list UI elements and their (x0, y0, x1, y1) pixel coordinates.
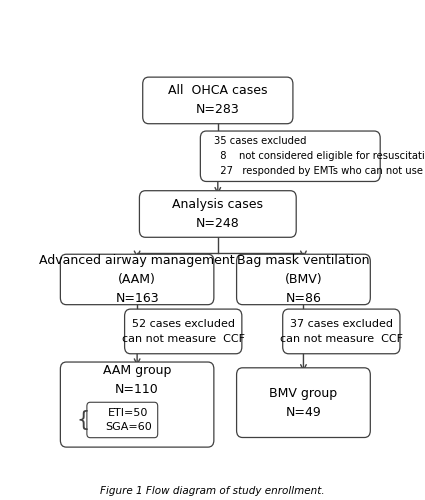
FancyBboxPatch shape (283, 309, 400, 354)
Text: Bag mask ventilation
(BMV)
N=86: Bag mask ventilation (BMV) N=86 (237, 254, 370, 305)
FancyBboxPatch shape (237, 368, 370, 438)
Text: All  OHCA cases
N=283: All OHCA cases N=283 (168, 84, 268, 116)
Text: Analysis cases
N=248: Analysis cases N=248 (172, 198, 264, 230)
FancyBboxPatch shape (237, 254, 370, 304)
Text: Figure 1 Flow diagram of study enrollment.: Figure 1 Flow diagram of study enrollmen… (100, 486, 325, 496)
Text: 37 cases excluded
can not measure  CCF: 37 cases excluded can not measure CCF (280, 319, 403, 344)
FancyBboxPatch shape (143, 77, 293, 124)
Text: 52 cases excluded
can not measure  CCF: 52 cases excluded can not measure CCF (122, 319, 245, 344)
Text: BMV group
N=49: BMV group N=49 (269, 386, 337, 418)
Text: Advanced airway management
(AAM)
N=163: Advanced airway management (AAM) N=163 (39, 254, 235, 305)
FancyBboxPatch shape (139, 190, 296, 238)
FancyBboxPatch shape (60, 254, 214, 304)
Text: 35 cases excluded
  8    not considered eligible for resuscitation
  27   respon: 35 cases excluded 8 not considered eligi… (213, 136, 425, 176)
FancyBboxPatch shape (200, 131, 380, 182)
Text: ETI=50
SGA=60: ETI=50 SGA=60 (105, 408, 152, 432)
FancyBboxPatch shape (87, 402, 158, 438)
Text: AAM group
N=110: AAM group N=110 (103, 364, 171, 396)
Text: {: { (76, 410, 89, 430)
FancyBboxPatch shape (60, 362, 214, 447)
FancyBboxPatch shape (125, 309, 242, 354)
